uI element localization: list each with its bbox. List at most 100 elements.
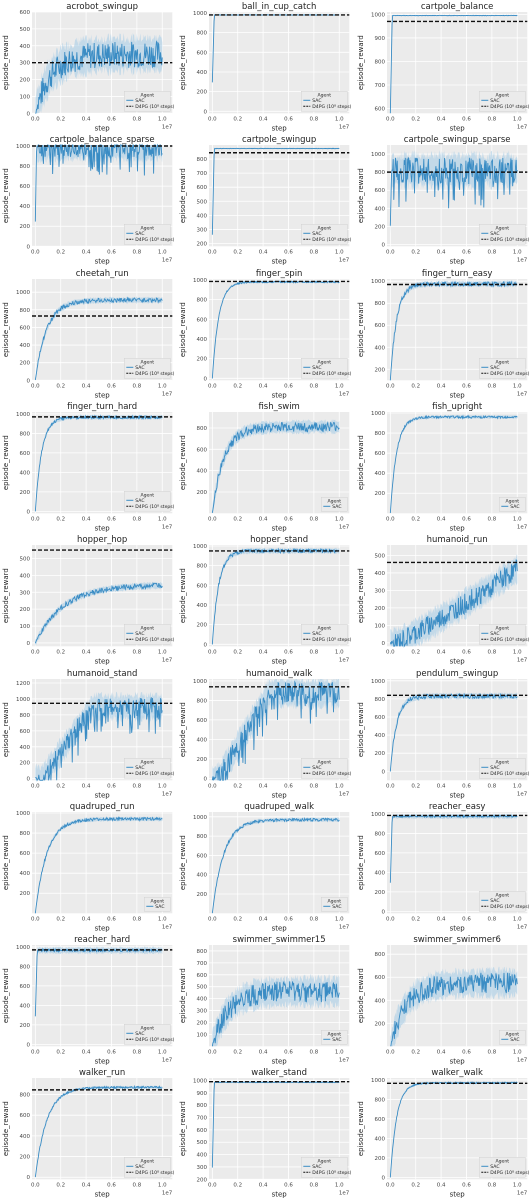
sac-line: [34, 815, 163, 914]
x-tick-label: 0.8: [133, 1183, 142, 1189]
x-tick-label: 0.6: [107, 916, 116, 922]
x-tick-label: 0.4: [436, 116, 445, 122]
x-tick-label: 0.6: [107, 783, 116, 789]
x-tick-label: 0.0: [208, 516, 217, 522]
legend-sac-label: SAC: [490, 898, 499, 904]
y-tick-label: 500: [197, 1141, 208, 1147]
legend-d4pg-label: D4PG (10⁸ steps): [313, 637, 352, 643]
x-tick-label: 0.0: [386, 649, 395, 655]
y-tick-label: 400: [197, 337, 208, 343]
y-tick-label: 800: [20, 965, 31, 971]
y-tick-label: 1000: [16, 945, 30, 951]
y-axis-label: episode_reward: [179, 568, 187, 623]
legend-title: Agent: [141, 359, 155, 365]
x-tick-label: 0.2: [234, 649, 243, 655]
x-exponent-label: 1e7: [339, 1191, 350, 1197]
legend-title: Agent: [141, 492, 155, 498]
y-tick-label: 800: [20, 712, 31, 718]
x-exponent-label: 1e7: [162, 524, 173, 530]
x-exponent-label: 1e7: [517, 657, 528, 663]
x-tick-label: 0.6: [107, 1049, 116, 1055]
chart-title: walker_run: [79, 1068, 125, 1078]
legend-title: Agent: [505, 1031, 519, 1037]
x-tick-label: 0.8: [310, 250, 319, 256]
x-tick-label: 0.4: [259, 250, 268, 256]
y-tick-label: 900: [197, 1091, 208, 1097]
x-tick-label: 0.6: [284, 1183, 293, 1189]
y-tick-label: 800: [374, 1098, 385, 1104]
legend-box: [321, 1030, 348, 1045]
x-tick-label: 0.0: [31, 250, 40, 256]
x-tick-label: 0.6: [462, 1183, 471, 1189]
y-axis-label: episode_reward: [357, 568, 365, 623]
x-exponent-label: 1e7: [162, 924, 173, 930]
y-tick-label: 200: [20, 360, 31, 366]
chart-title: acrobot_swingup: [66, 2, 138, 12]
x-tick-label: 0.0: [31, 916, 40, 922]
y-axis-label: episode_reward: [357, 168, 365, 223]
y-tick-label: 800: [20, 1093, 31, 1099]
legend-title: Agent: [495, 92, 509, 98]
x-tick-label: 0.2: [56, 516, 65, 522]
x-tick-label: 0.6: [107, 1183, 116, 1189]
x-tick-label: 0.0: [31, 1049, 40, 1055]
y-tick-label: 200: [374, 367, 385, 373]
x-tick-label: 0.6: [462, 116, 471, 122]
x-tick-label: 0.4: [436, 516, 445, 522]
legend-box: [124, 1157, 171, 1178]
y-tick-label: 600: [374, 323, 385, 329]
y-tick-label: 800: [374, 301, 385, 307]
legend-title: Agent: [328, 898, 342, 904]
legend-d4pg-label: D4PG (10⁸ steps): [490, 237, 529, 243]
x-tick-label: 0.6: [284, 783, 293, 789]
legend-d4pg-label: D4PG (10⁸ steps): [313, 1170, 352, 1176]
y-tick-label: 600: [197, 317, 208, 323]
y-tick-label: 600: [20, 325, 31, 331]
y-axis-label: episode_reward: [357, 35, 365, 90]
x-tick-label: 0.0: [208, 116, 217, 122]
y-tick-label: 800: [197, 834, 208, 840]
x-tick-label: 0.8: [487, 250, 496, 256]
chart-title: finger_turn_hard: [67, 402, 137, 412]
legend-box: [124, 357, 171, 379]
x-tick-label: 0.2: [234, 783, 243, 789]
x-exponent-label: 1e7: [339, 124, 350, 130]
chart-quadruped_run: 0.0 0.2 0.4 0.6 0.8 1.0 200 400 600 800 1000 quadru…: [2, 802, 173, 932]
chart-title: finger_spin: [256, 269, 303, 279]
legend-d4pg-label: D4PG (10⁸ steps): [135, 237, 174, 243]
chart-title: cheetah_run: [76, 269, 129, 279]
x-exponent-label: 1e7: [517, 791, 528, 797]
y-axis-label: episode_reward: [179, 168, 187, 223]
chart-title: humanoid_run: [426, 535, 487, 545]
y-tick-label: 800: [197, 157, 208, 163]
y-tick-label: 400: [374, 571, 385, 577]
y-tick-label: 200: [197, 242, 208, 248]
x-tick-label: 0.6: [107, 649, 116, 655]
x-tick-label: 0.4: [82, 383, 91, 389]
x-tick-label: 1.0: [512, 250, 521, 256]
legend-title: Agent: [151, 898, 165, 904]
x-tick-label: 0.2: [411, 783, 420, 789]
y-tick-label: 1000: [371, 279, 385, 285]
x-tick-label: 0.6: [284, 516, 293, 522]
y-tick-label: 600: [197, 50, 208, 56]
x-tick-label: 1.0: [512, 649, 521, 655]
x-tick-label: 0.8: [133, 649, 142, 655]
y-tick-label: 800: [197, 297, 208, 303]
y-tick-label: 200: [20, 607, 31, 613]
legend-title: Agent: [141, 1159, 155, 1165]
chart-title: hopper_hop: [77, 535, 127, 545]
x-tick-label: 0.2: [234, 1049, 243, 1055]
chart-swimmer_swimmer6: 0.0 0.2 0.4 0.6 0.8 1.0 200 400 600 800 swimmer_sw…: [357, 935, 528, 1065]
y-tick-label: 600: [20, 728, 31, 734]
y-tick-label: 800: [20, 164, 31, 170]
x-tick-label: 0.2: [56, 250, 65, 256]
chart-reacher_hard: 0.0 0.2 0.4 0.6 0.8 1.0 0 200 400 600 800 1000 reach…: [2, 935, 175, 1065]
x-tick-label: 1.0: [158, 1049, 167, 1055]
chart-title: cartpole_swingup: [242, 135, 316, 145]
